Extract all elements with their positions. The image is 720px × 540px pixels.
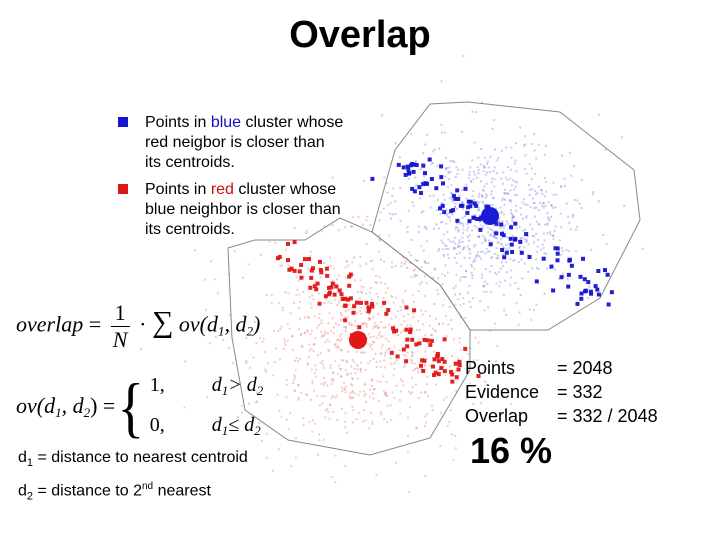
blue-cluster-hull [371, 101, 641, 331]
legend-blue-swatch [118, 117, 128, 127]
overlap-percentage: 16 % [470, 430, 553, 471]
legend-red: Points in red cluster whose blue neighbo… [118, 180, 358, 240]
legend-red-line3: its centroids. [145, 221, 235, 238]
left-brace: { [117, 370, 145, 446]
ov-cases: 1, d1 > d2 0, d1 ≤ d2 [150, 368, 264, 448]
red-cluster-points [140, 176, 533, 494]
stats-row-evidence: Evidence = 332 [465, 382, 603, 402]
fraction-1-over-n: 1 N [110, 300, 130, 353]
legend-blue-line1: Points in blue cluster whose [145, 114, 344, 131]
legend-blue: Points in blue cluster whose red neigbor… [118, 113, 358, 173]
blue-cluster-points [322, 55, 644, 349]
blue-overlap-points [370, 157, 614, 307]
case-row-2: 0, d1 ≤ d2 [149, 414, 261, 438]
blue-centroid [481, 207, 499, 225]
red-cluster-hull [227, 217, 471, 456]
red-centroid [349, 331, 367, 349]
d1-definition: d1 = distance to nearest centroid [18, 449, 248, 470]
stats-table: Points = 2048 Evidence = 332 Overlap = 332 … [465, 356, 658, 428]
slide-title: Overlap [289, 14, 431, 56]
legend-red-swatch [118, 184, 128, 194]
legend-blue-line3: its centroids. [145, 154, 235, 171]
red-overlap-points [275, 240, 481, 384]
stats-row-overlap: Overlap = 332 / 2048 [465, 406, 658, 426]
overlap-formula: overlap = 1 N · ∑ ov(d1, d2) [16, 300, 261, 353]
legend-red-line1: Points in red cluster whose [145, 181, 337, 198]
stats-row-points: Points = 2048 [465, 358, 613, 378]
legend-red-line2: blue neighbor is closer than [145, 201, 341, 218]
case-row-1: 1, d1 > d2 [149, 374, 264, 398]
d2-definition: d2 = distance to 2nd nearest [18, 481, 211, 503]
ov-definition-formula: ov(d1, d2) ={ 1, d1 > d2 0, d1 ≤ d2 [16, 368, 263, 448]
legend-blue-line2: red neigbor is closer than [145, 134, 325, 151]
distance-definitions: d1 = distance to nearest centroid d2 = d… [18, 446, 248, 509]
